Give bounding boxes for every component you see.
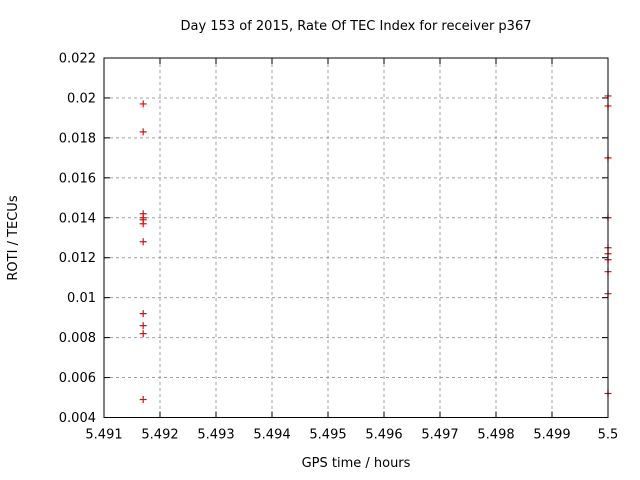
data-point-marker [139,220,147,228]
y-tick-label: 0.02 [67,91,96,106]
data-point-marker [139,330,147,338]
y-tick-label: 0.012 [59,251,96,266]
x-tick-label: 5.491 [85,428,122,443]
points-layer [139,92,612,404]
x-tick-label: 5.493 [197,428,234,443]
ticks-layer [103,57,609,418]
y-tick-label: 0.016 [59,171,96,186]
x-tick-label: 5.495 [309,428,346,443]
y-tick-label: 0.022 [59,52,96,67]
y-tick-label: 0.01 [67,291,96,306]
x-tick-label: 5.498 [477,428,514,443]
grid-layer [103,57,609,418]
data-point-marker [139,396,147,404]
x-tick-label: 5.492 [141,428,178,443]
x-tick-label: 5.494 [253,428,290,443]
y-tick-label: 0.014 [59,211,96,226]
x-tick-label: 5.496 [365,428,402,443]
chart-title: Day 153 of 2015, Rate Of TEC Index for r… [181,19,532,34]
y-tick-label: 0.008 [59,331,96,346]
data-point-marker [139,238,147,246]
data-point-marker [139,310,147,318]
x-tick-label: 5.499 [533,428,570,443]
data-point-marker [139,128,147,136]
data-point-marker [139,100,147,108]
border-layer [103,57,609,418]
x-axis-label: GPS time / hours [302,456,411,471]
y-tick-label: 0.006 [59,371,96,386]
data-point-marker [139,322,147,330]
y-axis-label: ROTI / TECUs [6,195,21,280]
y-tick-label: 0.018 [59,131,96,146]
plot-border [103,57,609,418]
y-tick-label: 0.004 [59,411,96,426]
x-tick-label: 5.5 [598,428,619,443]
tick-labels-layer: 5.491 5.492 5.493 5.494 5.495 5.496 5.497 5.498… [59,52,619,443]
x-tick-label: 5.497 [421,428,458,443]
